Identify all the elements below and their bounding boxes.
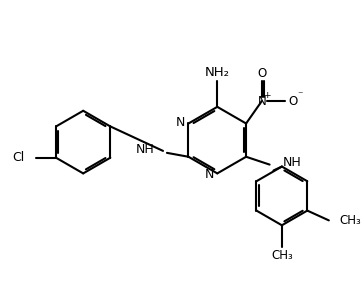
- Text: CH₃: CH₃: [271, 249, 293, 262]
- Text: O: O: [257, 67, 266, 80]
- Text: +: +: [263, 91, 270, 100]
- Text: O: O: [289, 95, 298, 107]
- Text: Cl: Cl: [12, 151, 25, 164]
- Text: N: N: [257, 95, 266, 107]
- Text: NH: NH: [135, 143, 154, 157]
- Text: NH: NH: [282, 156, 301, 169]
- Text: N: N: [205, 168, 214, 181]
- Text: NH₂: NH₂: [205, 66, 230, 79]
- Text: CH₃: CH₃: [340, 214, 361, 227]
- Text: N: N: [176, 116, 186, 129]
- Text: ⁻: ⁻: [297, 90, 303, 100]
